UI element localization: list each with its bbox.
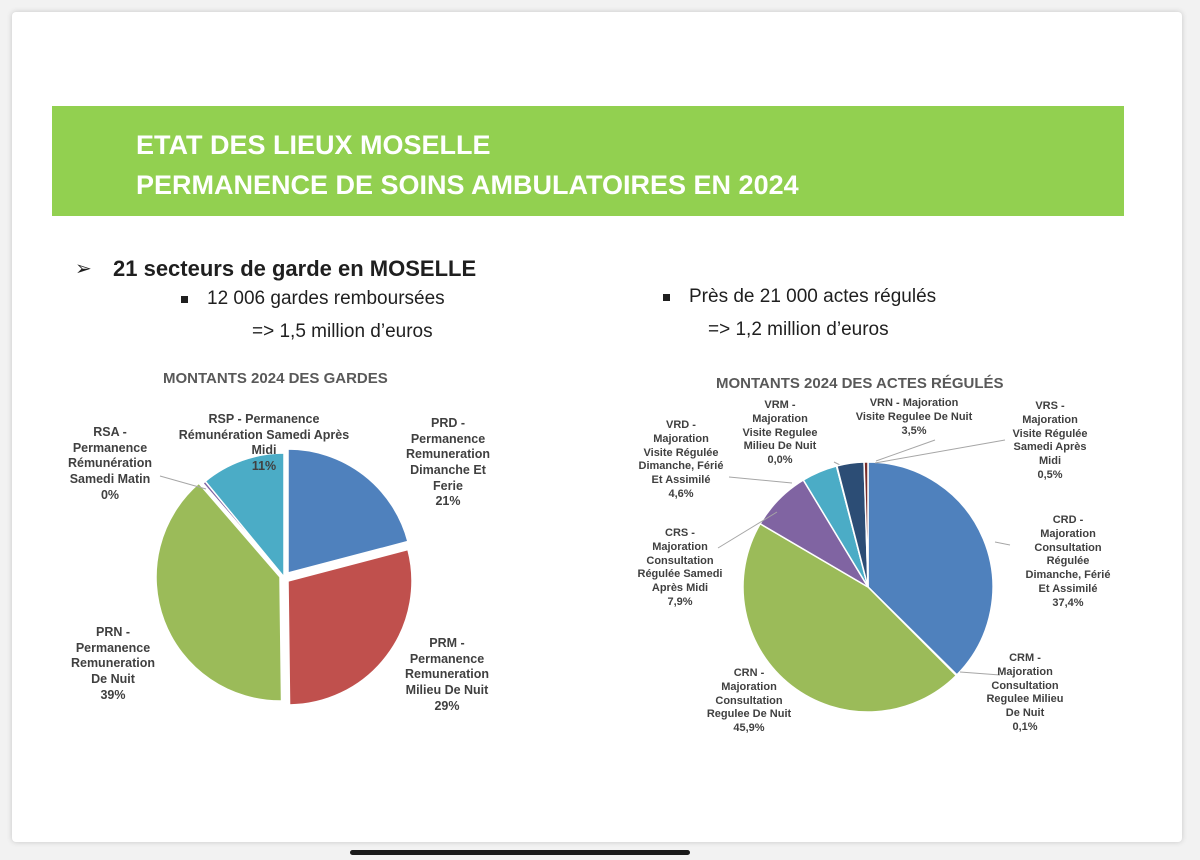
home-indicator (350, 850, 690, 855)
banner-title-line1: ETAT DES LIEUX MOSELLE (136, 130, 491, 160)
chart1-title: MONTANTS 2024 DES GARDES (163, 370, 388, 387)
pie2-slice-crn (742, 522, 958, 713)
arrow-bullet-icon: ➢ (75, 258, 92, 280)
pie1-slice-prm (287, 548, 413, 706)
left-heading: 21 secteurs de garde en MOSELLE (113, 256, 477, 281)
right-bullet: Près de 21 000 actes régulés (689, 286, 937, 307)
pie2-leader-line-vrn (875, 439, 936, 462)
pie2-label-crm: CRM - Majoration Consultation Regulee Milie… (986, 652, 1064, 733)
pie2-label-vrs: VRS - Majoration Visite Régulée Samedi Aprè… (1012, 400, 1088, 481)
pie1-label-prm: PRM - Permanence Remuneration Milieu De Nui… (404, 636, 490, 713)
pie1-label-prn: PRN - Permanence Remuneration De Nuit 39% (70, 625, 156, 702)
left-sub: => 1,5 million d’euros (252, 321, 433, 342)
pie2-label-crs: CRS - Majoration Consultation Régulée Samed… (637, 527, 723, 608)
pie2-label-crd: CRD - Majoration Consultation Régulée Dimanc… (1025, 514, 1111, 609)
pie2-label-crn: CRN - Majoration Consultation Regulee De Nu… (706, 667, 792, 734)
pie1-slice-rsp (204, 452, 285, 580)
pie1-leader-line-rsa (159, 475, 207, 490)
pie1-slice-prn (155, 482, 283, 702)
chart2-title: MONTANTS 2024 DES ACTES RÉGULÉS (716, 375, 1004, 392)
pie1-label-rsa: RSA - Permanence Rémunération Samedi Matin 0… (67, 425, 153, 502)
title-banner: ETAT DES LIEUX MOSELLE PERMANENCE DE SOI… (52, 106, 1124, 216)
square-bullet-icon (663, 294, 670, 301)
pie1-label-rsp: RSP - Permanence Rémunération Samedi Aprè… (178, 412, 350, 473)
pie1-label-prd: PRD - Permanence Remuneration Dimanche Et Fe… (405, 416, 491, 509)
pie2-leader-line-crm (959, 671, 1001, 676)
left-bullet: 12 006 gardes remboursées (207, 288, 445, 309)
pie2-slice-crd (867, 461, 994, 676)
pie2-leader-line-vrd (728, 476, 793, 484)
pie2-leader-line-crd (994, 541, 1011, 546)
pie2-leader-line-vrs (874, 439, 1006, 464)
right-sub: => 1,2 million d’euros (708, 319, 889, 340)
pie2-label-vrn: VRN - Majoration Visite Regulee De Nuit 3,… (855, 397, 973, 437)
pie2-slice-vrs (863, 461, 869, 588)
pie2-label-vrm: VRM - Majoration Visite Regulee Milieu De N… (742, 399, 818, 466)
pie2-leader-line-crs (717, 511, 778, 549)
pie1-slice-prd (287, 448, 409, 574)
pie2-label-vrd: VRD - Majoration Visite Régulée Dimanche, F… (638, 419, 724, 500)
square-bullet-icon (181, 296, 188, 303)
banner-title-line2: PERMANENCE DE SOINS AMBULATOIRES EN 2024 (136, 170, 799, 200)
